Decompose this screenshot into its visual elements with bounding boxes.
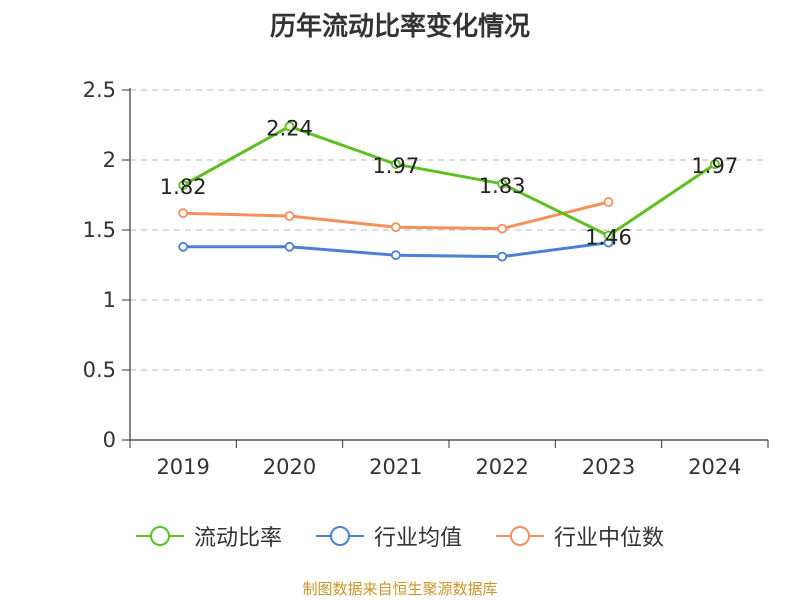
data-point [178, 241, 189, 252]
legend-label: 流动比率 [193, 526, 282, 551]
legend-item-industry-median[interactable]: 行业中位数 [496, 520, 664, 552]
data-point [390, 222, 401, 233]
chart-title: 历年流动比率变化情况 [269, 12, 530, 42]
data-point [284, 241, 295, 252]
y-tick-label: 2.5 [83, 78, 116, 102]
legend-line-marker-icon [135, 526, 184, 546]
data-label: 1.46 [585, 226, 632, 250]
data-point [284, 211, 295, 221]
data-label: 1.83 [479, 174, 526, 198]
data-label: 1.97 [691, 154, 738, 178]
legend-item-current-ratio[interactable]: 流动比率 [135, 520, 282, 552]
data-point [178, 180, 189, 191]
x-tick-label: 2019 [156, 455, 209, 479]
legend: 流动比率 行业均值 行业中位数 [0, 520, 800, 552]
y-tick-label: 1.5 [83, 218, 116, 242]
legend-label: 行业中位数 [554, 526, 665, 551]
y-tick-label: 2 [103, 148, 116, 172]
y-tick-label: 0.5 [83, 358, 116, 382]
data-point [178, 208, 189, 219]
data-label: 1.82 [160, 175, 207, 199]
x-tick-label: 2023 [582, 455, 635, 479]
data-point [497, 223, 508, 234]
data-point [603, 197, 614, 207]
x-tick-label: 2024 [688, 455, 741, 479]
data-point [497, 178, 508, 189]
x-tick-label: 2020 [263, 455, 316, 479]
data-label: 1.97 [372, 154, 419, 178]
data-point [284, 121, 295, 132]
data-point [390, 159, 401, 170]
data-point [603, 230, 614, 241]
x-tick-label: 2021 [369, 455, 422, 479]
legend-line-marker-icon [496, 526, 544, 546]
y-tick-label: 1 [103, 288, 116, 312]
legend-label: 行业均值 [373, 526, 462, 551]
data-point [709, 159, 720, 170]
data-source-note: 制图数据来自恒生聚源数据库 [302, 580, 498, 598]
legend-item-industry-mean[interactable]: 行业均值 [315, 520, 462, 552]
series-line [182, 124, 716, 238]
x-tick-label: 2022 [475, 455, 528, 479]
data-label: 2.24 [266, 116, 313, 140]
data-point [390, 250, 401, 261]
legend-line-marker-icon [315, 526, 364, 546]
data-point [497, 251, 508, 262]
y-tick-label: 0 [103, 428, 116, 452]
